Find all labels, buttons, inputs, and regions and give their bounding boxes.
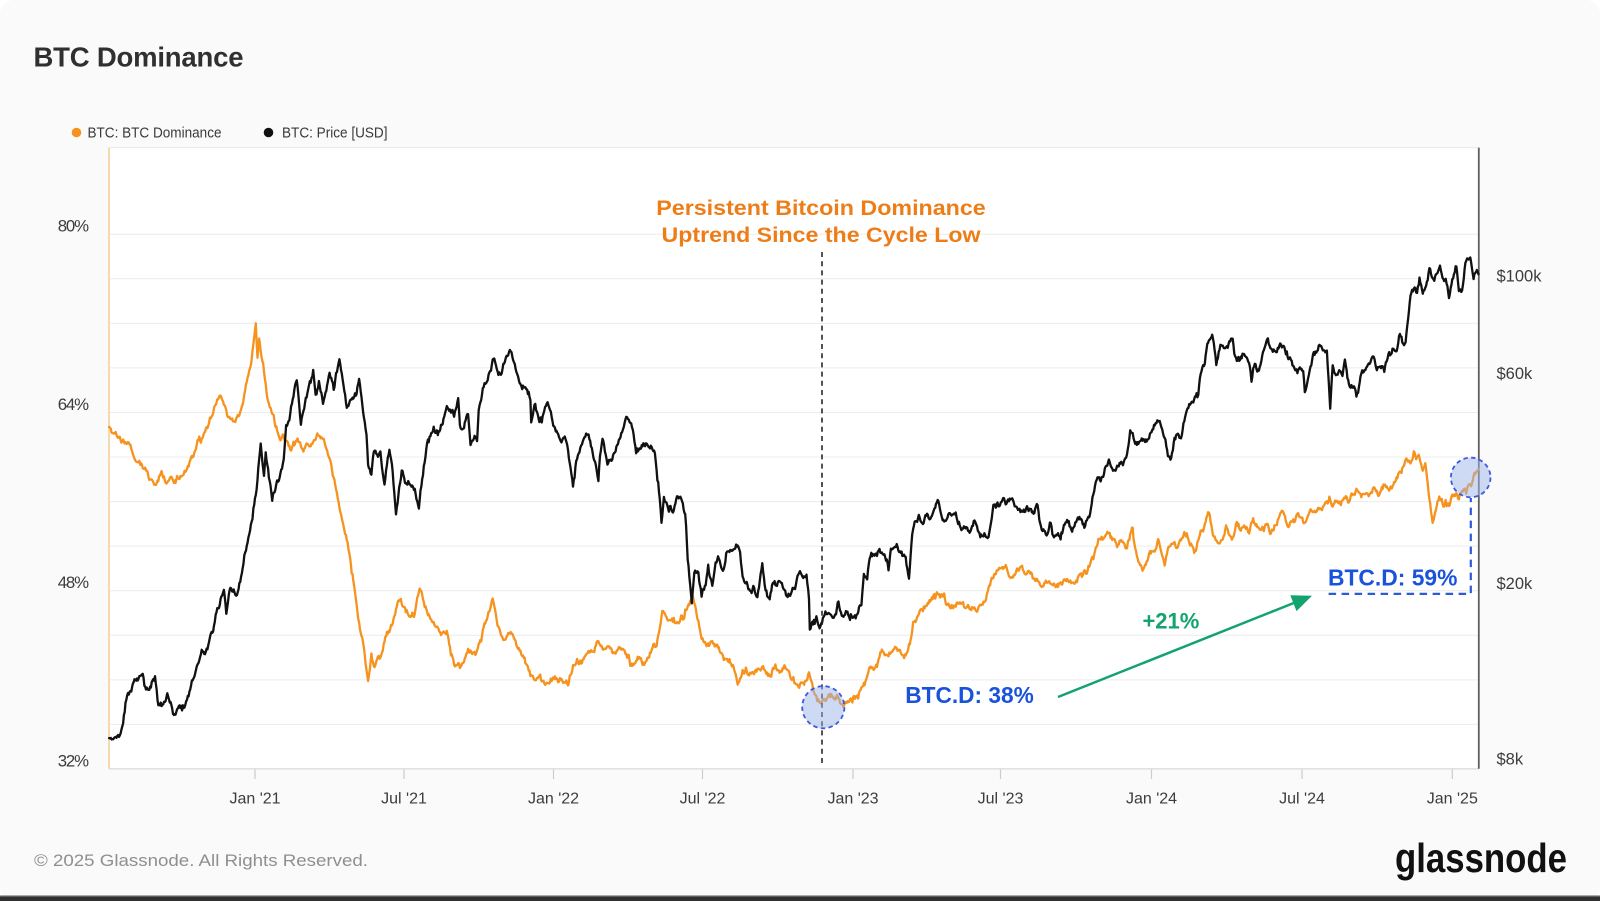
svg-text:$60k: $60k xyxy=(1497,365,1534,383)
svg-text:Uptrend Since the Cycle Low: Uptrend Since the Cycle Low xyxy=(662,223,981,247)
svg-text:BTC Dominance: BTC Dominance xyxy=(34,42,244,73)
svg-text:32%: 32% xyxy=(58,752,89,771)
svg-text:Jan '25: Jan '25 xyxy=(1427,791,1478,808)
svg-text:Persistent Bitcoin Dominance: Persistent Bitcoin Dominance xyxy=(656,196,986,220)
svg-text:Jan '21: Jan '21 xyxy=(229,791,280,808)
svg-text:© 2025 Glassnode. All Rights R: © 2025 Glassnode. All Rights Reserved. xyxy=(34,851,368,870)
svg-text:Jul '24: Jul '24 xyxy=(1279,791,1325,808)
svg-text:$8k: $8k xyxy=(1497,751,1524,769)
svg-text:BTC.D: 59%: BTC.D: 59% xyxy=(1328,565,1458,591)
svg-text:64%: 64% xyxy=(58,395,89,414)
svg-text:BTC: BTC Dominance: BTC: BTC Dominance xyxy=(88,125,222,142)
svg-text:BTC.D: 38%: BTC.D: 38% xyxy=(905,682,1034,708)
svg-text:Jan '23: Jan '23 xyxy=(827,791,878,808)
svg-text:Jul '22: Jul '22 xyxy=(680,791,726,808)
svg-text:Jul '21: Jul '21 xyxy=(381,791,427,808)
svg-text:Jan '24: Jan '24 xyxy=(1126,791,1177,808)
svg-text:glassnode: glassnode xyxy=(1395,835,1567,881)
svg-text:BTC: Price [USD]: BTC: Price [USD] xyxy=(282,125,388,142)
svg-text:48%: 48% xyxy=(58,573,89,592)
svg-text:+21%: +21% xyxy=(1142,609,1199,634)
svg-text:$100k: $100k xyxy=(1497,267,1543,285)
svg-text:Jul '23: Jul '23 xyxy=(978,791,1024,808)
svg-text:$20k: $20k xyxy=(1497,575,1534,593)
svg-text:Jan '22: Jan '22 xyxy=(528,791,579,808)
svg-text:80%: 80% xyxy=(58,217,89,236)
